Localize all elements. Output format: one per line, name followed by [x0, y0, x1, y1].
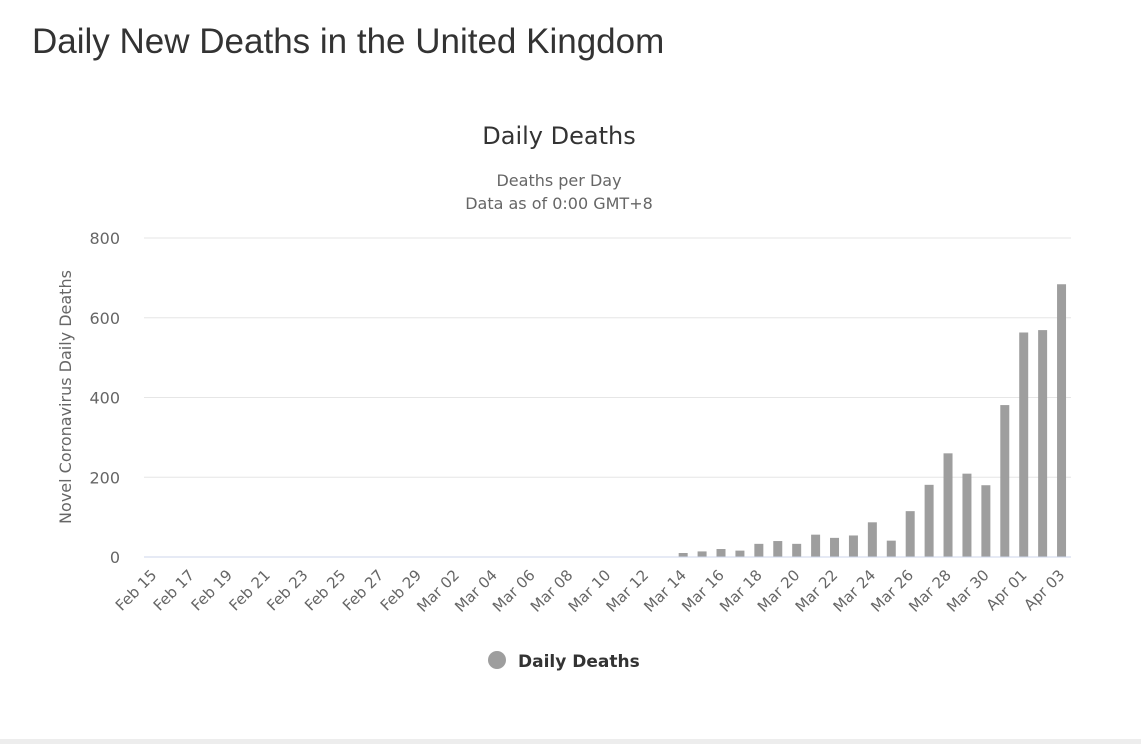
y-tick-label: 200	[89, 468, 120, 487]
bar[interactable]	[848, 535, 858, 557]
x-tick-label: Apr 01	[983, 566, 1031, 614]
y-tick-label: 800	[89, 229, 120, 248]
x-tick-label: Feb 21	[225, 566, 273, 614]
bar[interactable]	[924, 484, 934, 557]
bar[interactable]	[1057, 284, 1067, 557]
bar[interactable]	[678, 553, 688, 557]
y-tick-label: 600	[89, 309, 120, 328]
chart-subtitle-line-1: Deaths per Day	[496, 171, 621, 190]
bar[interactable]	[792, 543, 802, 557]
y-tick-label: 400	[89, 389, 120, 408]
bar[interactable]	[1000, 405, 1010, 557]
bars	[678, 284, 1067, 557]
chart-container: Daily Deaths Deaths per Day Data as of 0…	[0, 100, 1141, 700]
x-tick-label: Mar 30	[943, 566, 993, 616]
bar[interactable]	[830, 537, 840, 557]
x-tick-label: Feb 17	[150, 566, 198, 614]
bar[interactable]	[886, 540, 896, 557]
bar[interactable]	[811, 534, 821, 557]
legend-label: Daily Deaths	[518, 652, 640, 672]
chart-title: Daily Deaths	[482, 122, 635, 150]
x-tick-label: Apr 03	[1020, 566, 1068, 614]
gridlines	[144, 237, 1071, 478]
y-tick-label: 0	[110, 548, 120, 567]
daily-deaths-chart: Daily Deaths Deaths per Day Data as of 0…	[56, 122, 1071, 672]
x-tick-label: Feb 19	[188, 566, 236, 614]
bar[interactable]	[697, 551, 707, 557]
y-axis-ticks: 0 200 400 600 800	[89, 229, 120, 567]
bar[interactable]	[1038, 330, 1048, 557]
bar[interactable]	[754, 543, 764, 557]
bar[interactable]	[773, 541, 783, 557]
footer-divider	[0, 739, 1141, 744]
bar[interactable]	[905, 511, 915, 557]
y-axis-label: Novel Coronavirus Daily Deaths	[56, 270, 75, 524]
page-title: Daily New Deaths in the United Kingdom	[32, 22, 665, 61]
x-tick-label: Feb 23	[263, 566, 311, 614]
bar[interactable]	[943, 453, 953, 557]
bar[interactable]	[735, 550, 745, 557]
bar[interactable]	[981, 485, 991, 557]
bar[interactable]	[716, 549, 726, 557]
bar[interactable]	[1019, 332, 1029, 557]
x-tick-label: Feb 15	[112, 566, 160, 614]
bar[interactable]	[962, 473, 972, 557]
chart-subtitle-line-2: Data as of 0:00 GMT+8	[465, 194, 653, 213]
x-tick-label: Feb 27	[339, 566, 387, 614]
legend-item[interactable]: Daily Deaths	[488, 651, 640, 672]
legend-marker	[488, 651, 506, 669]
bar[interactable]	[867, 522, 877, 557]
x-tick-label: Feb 25	[301, 566, 349, 614]
